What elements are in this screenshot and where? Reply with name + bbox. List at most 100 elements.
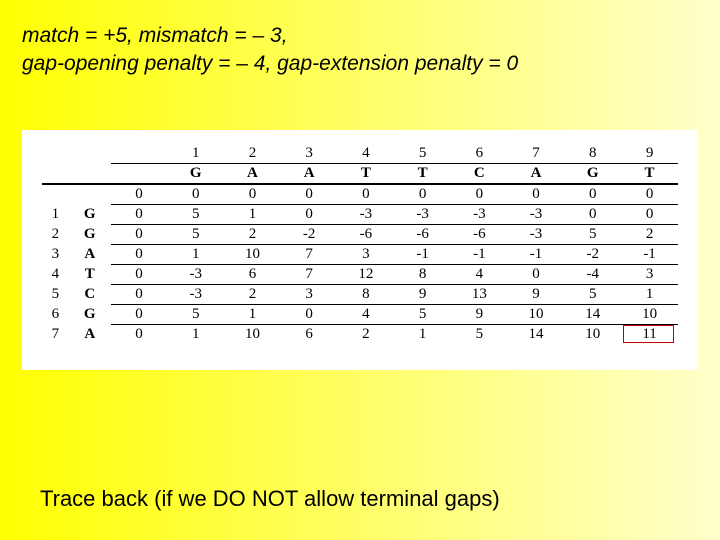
cell: 5 xyxy=(167,305,224,325)
cell: 12 xyxy=(338,265,395,285)
cell: 3 xyxy=(621,265,678,285)
cell: 0 xyxy=(281,305,338,325)
cell: -6 xyxy=(451,225,508,245)
cell: 10 xyxy=(224,245,281,265)
cell: 0 xyxy=(508,184,565,205)
cell: 2 xyxy=(224,225,281,245)
cell: 3 xyxy=(281,285,338,305)
col-seq: G xyxy=(564,164,621,185)
col-idx: 9 xyxy=(621,144,678,164)
cell: 6 xyxy=(224,265,281,285)
cell: 5 xyxy=(451,325,508,345)
cell: 14 xyxy=(508,325,565,345)
scoring-parameters: match = +5, mismatch = – 3, gap-opening … xyxy=(22,22,518,79)
row-seq: A xyxy=(69,245,111,265)
cell: -3 xyxy=(167,285,224,305)
cell: -3 xyxy=(508,205,565,225)
cell: 10 xyxy=(508,305,565,325)
cell: 1 xyxy=(224,205,281,225)
row-idx: 4 xyxy=(42,265,69,285)
cell: 1 xyxy=(394,325,451,345)
col-seq: G xyxy=(167,164,224,185)
dp-matrix-table: 1 2 3 4 5 6 7 8 9 G A A T T C A G T 0 0 xyxy=(42,144,678,344)
row-idx: 2 xyxy=(42,225,69,245)
cell: 0 xyxy=(564,184,621,205)
col-idx: 4 xyxy=(338,144,395,164)
cell: 5 xyxy=(394,305,451,325)
row-idx: 1 xyxy=(42,205,69,225)
table-row: 3 A 0 1 10 7 3 -1 -1 -1 -2 -1 xyxy=(42,245,678,265)
cell: 4 xyxy=(338,305,395,325)
cell: 8 xyxy=(394,265,451,285)
cell: 14 xyxy=(564,305,621,325)
table-row: 1 G 0 5 1 0 -3 -3 -3 -3 0 0 xyxy=(42,205,678,225)
cell: -3 xyxy=(167,265,224,285)
cell: 0 xyxy=(281,205,338,225)
cell: 0 xyxy=(338,184,395,205)
cell: -1 xyxy=(394,245,451,265)
cell: 0 xyxy=(111,265,168,285)
cell: 5 xyxy=(167,205,224,225)
cell: -1 xyxy=(621,245,678,265)
cell: 0 xyxy=(111,325,168,345)
footer-caption: Trace back (if we DO NOT allow terminal … xyxy=(40,486,500,512)
cell: 0 xyxy=(508,265,565,285)
cell: -1 xyxy=(508,245,565,265)
row-seq: C xyxy=(69,285,111,305)
cell: 5 xyxy=(564,225,621,245)
cell: 10 xyxy=(564,325,621,345)
header-line-2: gap-opening penalty = – 4, gap-extension… xyxy=(22,52,518,75)
col-idx: 3 xyxy=(281,144,338,164)
cell: 6 xyxy=(281,325,338,345)
cell: 0 xyxy=(111,245,168,265)
cell: 0 xyxy=(621,184,678,205)
cell: -2 xyxy=(281,225,338,245)
init-row: 0 0 0 0 0 0 0 0 0 0 xyxy=(42,184,678,205)
cell: 0 xyxy=(281,184,338,205)
col-seq: A xyxy=(224,164,281,185)
col-seq: T xyxy=(621,164,678,185)
cell: 0 xyxy=(111,205,168,225)
cell: 4 xyxy=(451,265,508,285)
col-idx: 2 xyxy=(224,144,281,164)
col-idx: 8 xyxy=(564,144,621,164)
col-idx: 5 xyxy=(394,144,451,164)
cell: -3 xyxy=(508,225,565,245)
cell: 1 xyxy=(167,245,224,265)
final-score-cell: 11 xyxy=(621,325,678,345)
cell: 3 xyxy=(338,245,395,265)
col-idx: 6 xyxy=(451,144,508,164)
cell: 0 xyxy=(451,184,508,205)
row-idx: 7 xyxy=(42,325,69,345)
row-seq: A xyxy=(69,325,111,345)
cell: -3 xyxy=(451,205,508,225)
cell: -6 xyxy=(394,225,451,245)
cell: 1 xyxy=(224,305,281,325)
cell: 10 xyxy=(621,305,678,325)
row-seq: T xyxy=(69,265,111,285)
col-idx: 7 xyxy=(508,144,565,164)
row-seq: G xyxy=(69,225,111,245)
cell: 0 xyxy=(394,184,451,205)
cell: 0 xyxy=(111,184,168,205)
table-row: 5 C 0 -3 2 3 8 9 13 9 5 1 xyxy=(42,285,678,305)
cell: -1 xyxy=(451,245,508,265)
cell: 0 xyxy=(111,285,168,305)
col-seq: A xyxy=(281,164,338,185)
row-idx: 6 xyxy=(42,305,69,325)
row-seq: G xyxy=(69,205,111,225)
table-row: 4 T 0 -3 6 7 12 8 4 0 -4 3 xyxy=(42,265,678,285)
cell: 5 xyxy=(167,225,224,245)
cell: -2 xyxy=(564,245,621,265)
cell: 9 xyxy=(451,305,508,325)
row-seq: G xyxy=(69,305,111,325)
cell: 2 xyxy=(621,225,678,245)
table-row: 2 G 0 5 2 -2 -6 -6 -6 -3 5 2 xyxy=(42,225,678,245)
cell: 0 xyxy=(621,205,678,225)
cell: 0 xyxy=(167,184,224,205)
col-seq: A xyxy=(508,164,565,185)
cell: -3 xyxy=(338,205,395,225)
cell: -4 xyxy=(564,265,621,285)
header-line-1: match = +5, mismatch = – 3, xyxy=(22,24,288,47)
cell: 2 xyxy=(338,325,395,345)
